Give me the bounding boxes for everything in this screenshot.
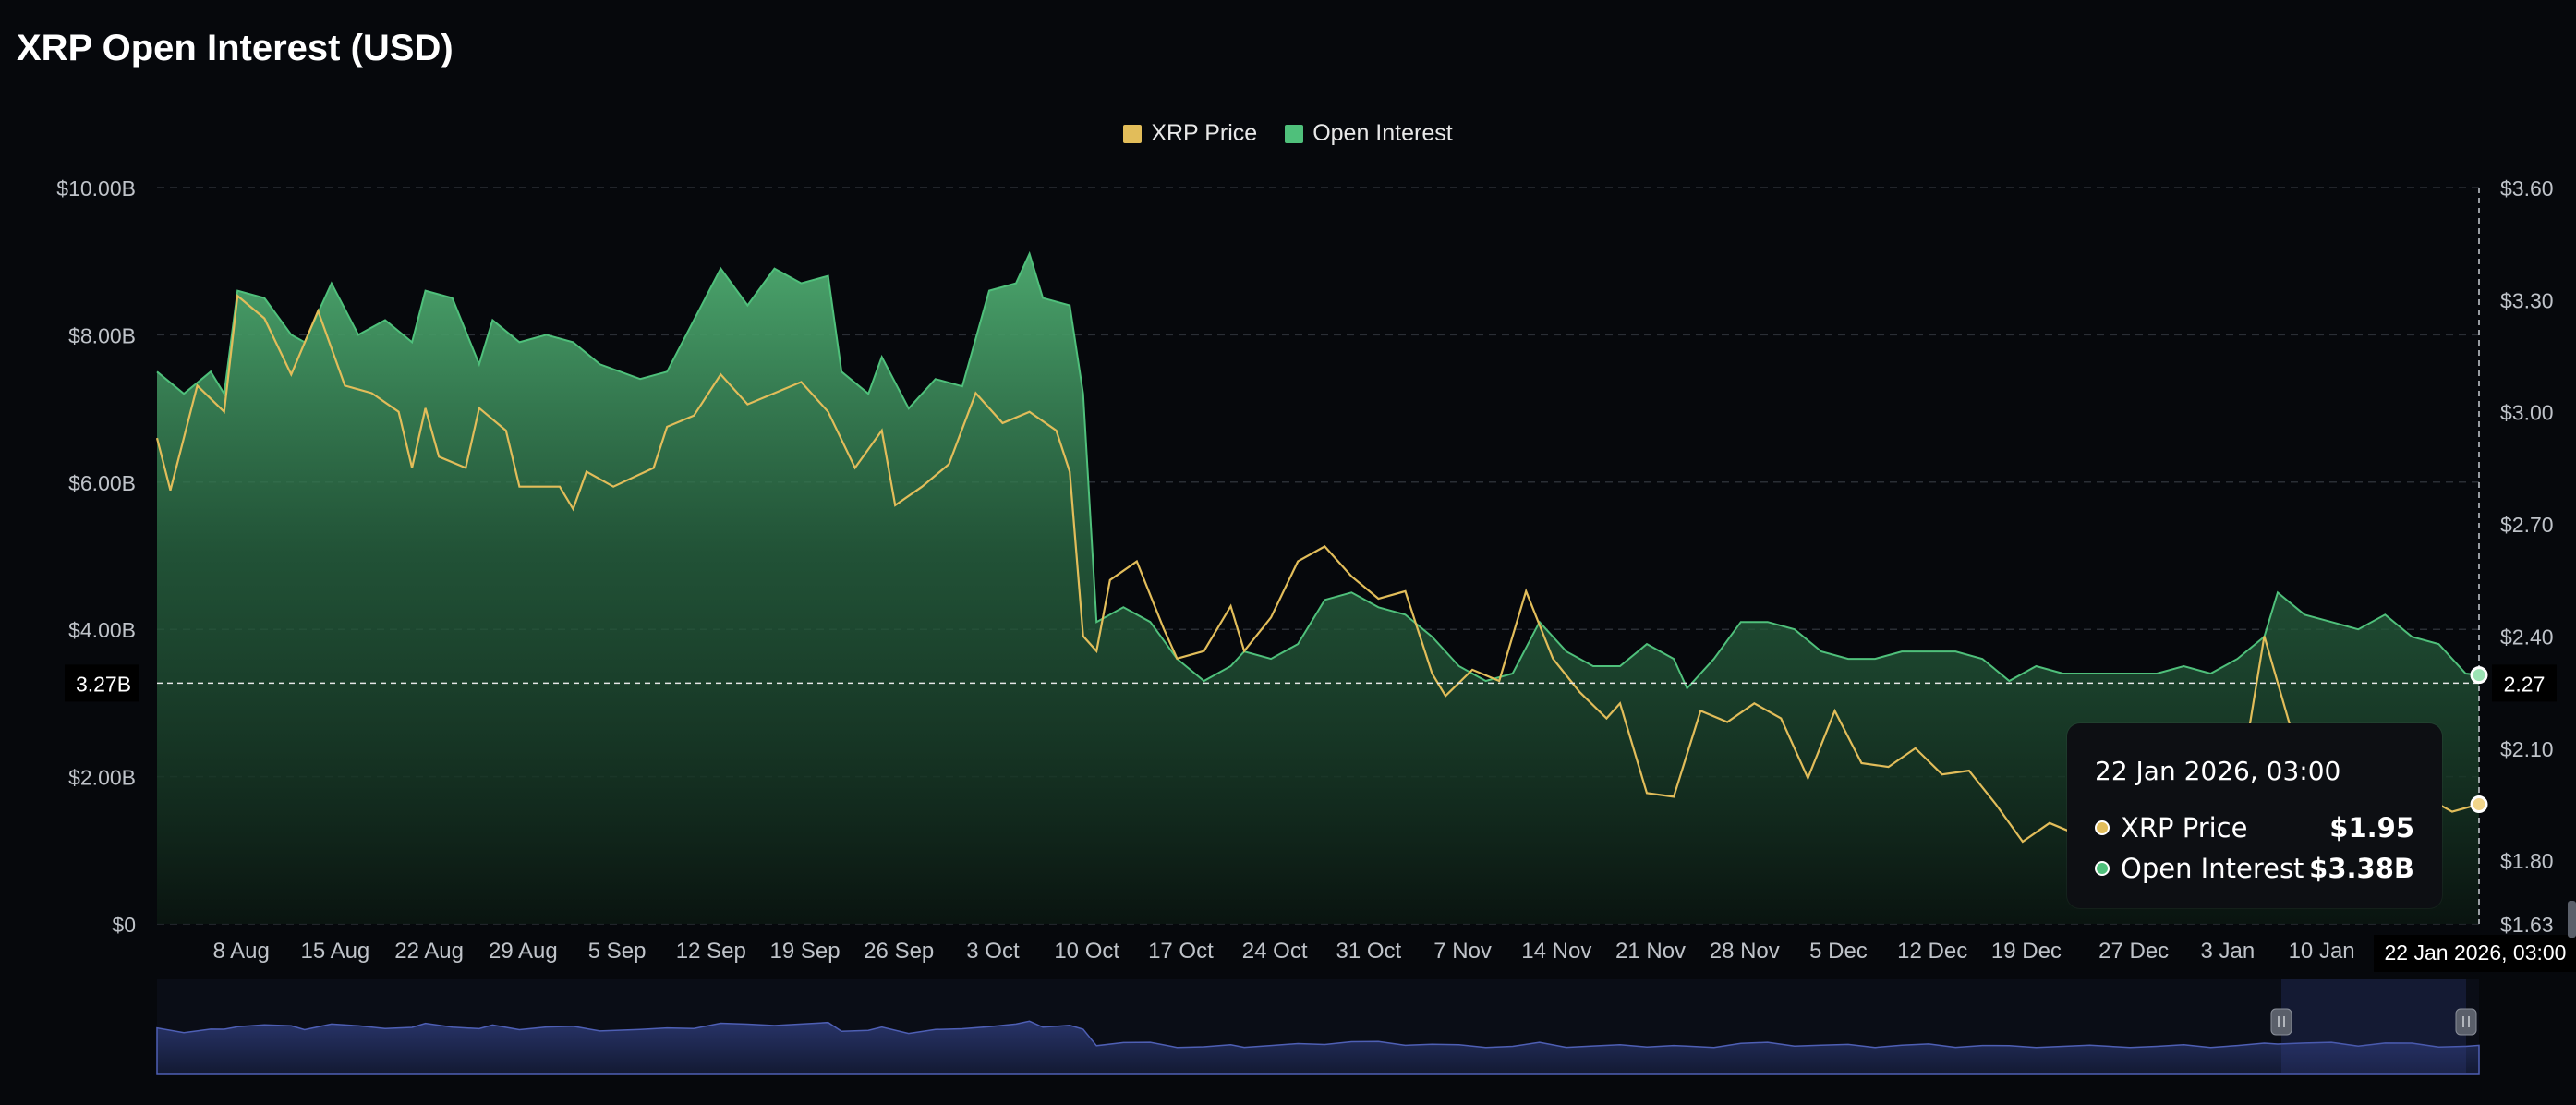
x-tick-label: 22 Aug [394,939,464,964]
legend-swatch-xrp-price [1123,124,1143,143]
tooltip-date: 22 Jan 2026, 03:00 [2095,756,2341,786]
x-tick-label: 14 Nov [1521,939,1591,964]
crosshair-right-label: 2.27 [2504,672,2546,696]
tooltip-value-xrp-price: $1.95 [2329,812,2414,844]
legend-item-xrp-price[interactable]: XRP Price [1123,120,1257,147]
y-right-tick-label: $3.00 [2500,401,2554,425]
y-right-tick-label: $3.30 [2500,288,2554,312]
x-tick-label: 5 Sep [588,939,647,964]
y-right-tick-label: $2.40 [2500,625,2554,649]
open-interest-area [157,253,2479,924]
navigator-selection [2281,979,2466,1074]
x-tick-label: 15 Aug [301,939,370,964]
y-right-tick-label: $1.80 [2500,849,2554,873]
xrp-price-marker [2470,795,2488,814]
x-tick-label: 19 Dec [1991,939,2062,964]
x-tick-label: 3 Jan [2201,939,2256,964]
x-tick-label: 26 Sep [864,939,934,964]
x-tick-label: 5 Dec [1809,939,1868,964]
y-left-tick-label: $10.00B [56,176,136,200]
legend-item-open-interest[interactable]: Open Interest [1285,120,1453,147]
y-right-tick-label: $2.10 [2500,737,2554,761]
tooltip-row-open-interest: Open Interest $3.38B [2095,853,2414,884]
y-right-tick-label: $2.70 [2500,513,2554,537]
tooltip-value-open-interest: $3.38B [2309,853,2414,884]
open-interest-marker [2470,666,2488,685]
x-tick-label: 7 Nov [1433,939,1492,964]
crosshair-x-label: 22 Jan 2026, 03:00 [2385,941,2567,965]
x-tick-label: 19 Sep [769,939,840,964]
x-tick-label: 28 Nov [1710,939,1780,964]
y-left-tick-label: $4.00B [68,618,136,642]
x-tick-label: 24 Oct [1242,939,1308,964]
tooltip-dot-open-interest [2095,861,2110,876]
x-tick-label: 29 Aug [489,939,558,964]
tooltip-dot-xrp-price [2095,820,2110,835]
x-tick-label: 10 Jan [2289,939,2355,964]
crosshair-x-label-bg [2374,935,2576,972]
scrollbar-thumb[interactable] [2568,901,2576,938]
x-tick-label: 12 Sep [676,939,746,964]
x-tick-label: 27 Dec [2098,939,2169,964]
x-tick-label: 17 Oct [1148,939,1214,964]
chart-title: XRP Open Interest (USD) [17,28,454,68]
navigator-handle-right[interactable] [2455,1008,2477,1036]
crosshair-right-label-bg [2492,664,2557,702]
x-tick-label: 12 Dec [1897,939,1967,964]
tooltip-row-xrp-price: XRP Price $1.95 [2095,812,2414,844]
tooltip: 22 Jan 2026, 03:00 XRP Price $1.95 Open … [2067,723,2442,908]
x-tick-label: 21 Nov [1615,939,1686,964]
x-tick-label: 10 Oct [1054,939,1119,964]
crosshair-left-label: 3.27B [76,672,131,696]
x-tick-label: 31 Oct [1336,939,1402,964]
xrp-price-line [155,294,2480,844]
legend-label-xrp-price: XRP Price [1151,120,1258,146]
navigator-handle-left[interactable] [2270,1008,2292,1036]
y-left-tick-label: $0 [112,913,136,937]
tooltip-label-xrp-price: XRP Price [2121,812,2248,844]
y-left-tick-label: $2.00B [68,766,136,790]
y-right-tick-label: $1.63 [2500,913,2554,937]
tooltip-label-open-interest: Open Interest [2121,853,2304,884]
crosshair-left-label-bg [65,664,139,702]
navigator-series [156,1020,2480,1075]
legend: XRP Price Open Interest [0,120,2576,147]
legend-label-open-interest: Open Interest [1312,120,1453,146]
y-right-tick-label: $3.60 [2500,176,2554,200]
open-interest-line [156,250,2480,690]
x-tick-label: 8 Aug [212,939,269,964]
y-left-tick-label: $6.00B [68,471,136,495]
legend-swatch-open-interest [1285,124,1304,143]
y-left-tick-label: $8.00B [68,323,136,347]
x-tick-label: 3 Oct [966,939,1020,964]
